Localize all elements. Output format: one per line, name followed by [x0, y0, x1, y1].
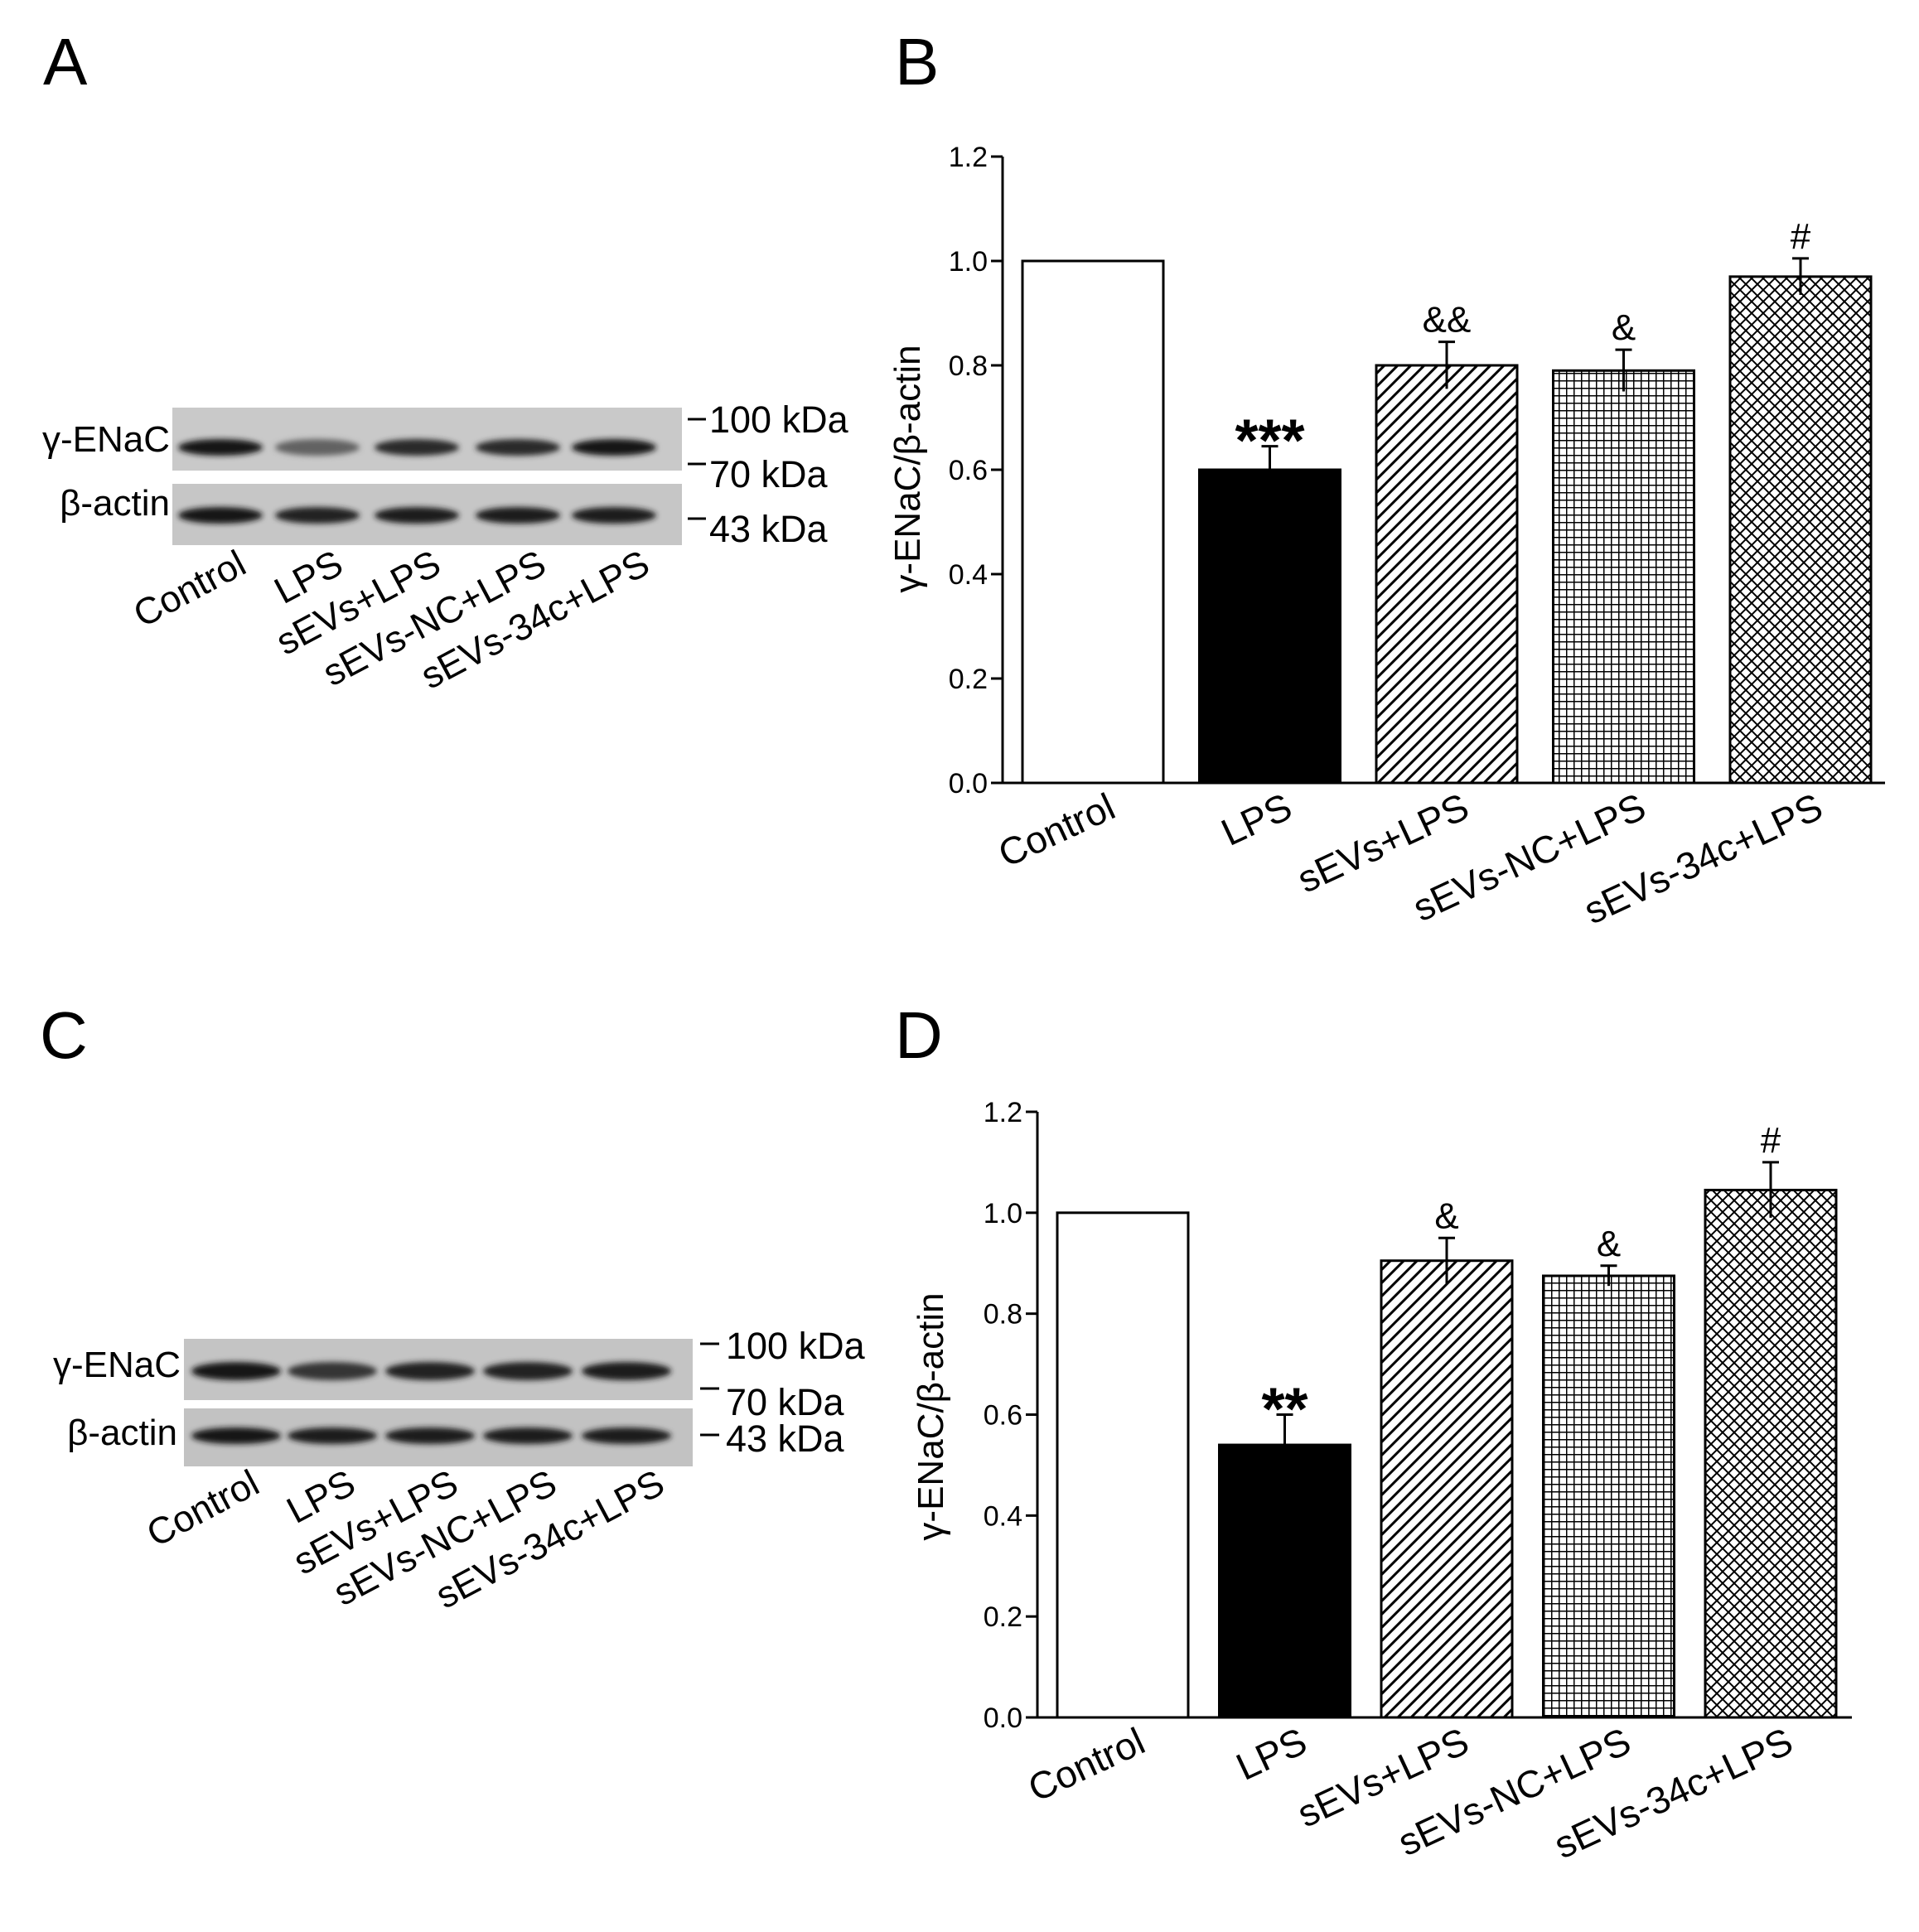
- y-tick-label-3: 0.4: [984, 1500, 1022, 1532]
- gamma-enac-band-3: [385, 1362, 475, 1380]
- gamma-enac-band-4: [476, 439, 560, 456]
- panel-b-letter: B: [895, 25, 939, 99]
- marker-100-label: 100 kDa: [709, 398, 849, 441]
- gamma-enac-band-1: [178, 439, 263, 456]
- y-tick-label-2: 0.2: [949, 664, 988, 695]
- gamma-enac-band-3: [375, 439, 459, 456]
- gamma-enac-blot-strip: [172, 408, 682, 471]
- y-tick-label-6: 1.0: [984, 1198, 1022, 1229]
- gamma-enac-band-2: [288, 1362, 377, 1380]
- beta-actin-band-1: [178, 507, 263, 524]
- significance-label-3: &: [1434, 1195, 1458, 1236]
- x-tick-label-1: Control: [1022, 1719, 1151, 1810]
- marker-43-label: 43 kDa: [709, 508, 829, 550]
- y-axis-title: γ-ENaC/β-actin: [887, 345, 928, 592]
- y-tick-label-4: 0.6: [984, 1400, 1022, 1432]
- marker-100-label: 100 kDa: [726, 1325, 866, 1367]
- panel-a-letter: A: [43, 25, 88, 99]
- gamma-enac-band-2: [275, 439, 360, 456]
- significance-label-4: &: [1612, 307, 1636, 348]
- beta-actin-band-2: [275, 507, 360, 524]
- y-tick-label-7: 1.2: [949, 142, 988, 173]
- y-tick-label-5: 0.8: [949, 350, 988, 382]
- x-tick-label-2: LPS: [1215, 785, 1298, 854]
- panel-d-letter: D: [895, 998, 943, 1072]
- bar-1: [1021, 259, 1165, 785]
- significance-label-2: ***: [1235, 408, 1304, 475]
- y-tick-label-1: 0.0: [984, 1703, 1022, 1734]
- bar-4: [1552, 369, 1695, 785]
- beta-actin-band-4: [483, 1427, 573, 1444]
- x-tick-label-2: LPS: [1230, 1719, 1313, 1789]
- y-tick-label-5: 0.8: [984, 1299, 1022, 1331]
- gamma-enac-band-5: [582, 1362, 671, 1380]
- beta-actin-band-3: [385, 1427, 475, 1444]
- significance-label-3: &&: [1423, 300, 1472, 341]
- panel-a-western-blot: A γ-ENaC β-actin 100 kDa 70 kDa 43 kDa C…: [42, 25, 849, 698]
- y-tick-label-4: 0.6: [949, 455, 988, 486]
- bar-1: [1056, 1211, 1190, 1719]
- bar-3: [1380, 1259, 1514, 1719]
- panel-c-letter: C: [40, 998, 88, 1072]
- marker-43-label: 43 kDa: [726, 1418, 845, 1460]
- beta-actin-band-2: [288, 1427, 377, 1444]
- beta-actin-row-label: β-actin: [67, 1413, 177, 1453]
- panel-d-bar-chart: D γ-ENaC/β-actin ** & & # 0.0 0.2 0.4 0.6 0.8 1.…: [895, 998, 1852, 1867]
- lane-label-control: Control: [127, 542, 253, 635]
- beta-actin-band-5: [582, 1427, 671, 1444]
- y-tick-label-3: 0.4: [949, 559, 988, 591]
- gamma-enac-row-label: γ-ENaC: [42, 419, 170, 460]
- bar-5: [1728, 275, 1873, 785]
- bar-4: [1542, 1274, 1675, 1719]
- bar-2: [1198, 468, 1341, 785]
- gamma-enac-band-4: [483, 1362, 573, 1380]
- y-tick-label-6: 1.0: [949, 246, 988, 278]
- y-axis-title: γ-ENaC/β-actin: [911, 1292, 951, 1540]
- bar-2: [1218, 1443, 1351, 1719]
- beta-actin-band-5: [572, 507, 656, 524]
- beta-actin-band-3: [375, 507, 459, 524]
- marker-70-label: 70 kDa: [709, 453, 829, 495]
- y-tick-label-7: 1.2: [984, 1097, 1022, 1128]
- beta-actin-row-label: β-actin: [60, 483, 170, 524]
- bar-5: [1704, 1188, 1838, 1719]
- gamma-enac-row-label: γ-ENaC: [53, 1345, 181, 1385]
- gamma-enac-band-1: [191, 1362, 281, 1380]
- significance-label-2: **: [1261, 1377, 1308, 1443]
- bar-3: [1375, 364, 1519, 785]
- significance-label-5: #: [1761, 1120, 1781, 1161]
- panel-c-western-blot: C γ-ENaC β-actin 100 kDa 70 kDa 43 kDa C…: [40, 998, 866, 1617]
- panel-b-bar-chart: B γ-ENaC/β-actin ***&& &# 0.00.20.40.60.8…: [887, 25, 1885, 932]
- beta-actin-band-4: [476, 507, 560, 524]
- beta-actin-band-1: [191, 1427, 281, 1444]
- significance-label-4: &: [1597, 1224, 1621, 1264]
- y-tick-label-1: 0.0: [949, 768, 988, 799]
- gamma-enac-band-5: [572, 439, 656, 456]
- marker-70-label: 70 kDa: [726, 1381, 845, 1423]
- x-tick-label-1: Control: [992, 785, 1121, 876]
- lane-label-control: Control: [140, 1461, 266, 1555]
- significance-label-5: #: [1791, 216, 1811, 257]
- y-tick-label-2: 0.2: [984, 1601, 1022, 1633]
